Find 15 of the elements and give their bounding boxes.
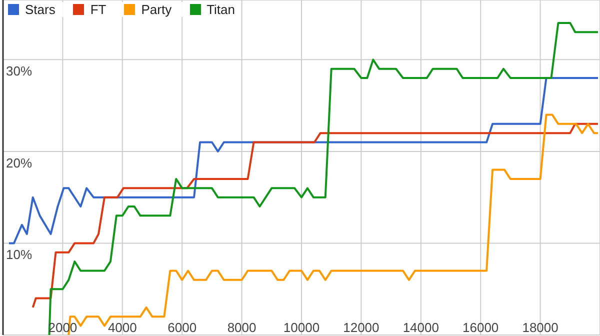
legend-label: Stars	[25, 2, 56, 17]
x-tick-label: 16000	[462, 320, 499, 335]
x-tick-label: 12000	[343, 320, 380, 335]
legend-label: Titan	[206, 2, 235, 17]
x-tick-label: 8000	[227, 320, 256, 335]
x-tick-label: 14000	[402, 320, 439, 335]
y-tick-label: 20%	[6, 155, 32, 170]
x-tick-label: 4000	[108, 320, 137, 335]
y-tick-label: 30%	[6, 64, 32, 79]
x-tick-label: 6000	[168, 320, 197, 335]
y-tick-label: 10%	[6, 247, 32, 262]
x-tick-label: 18000	[522, 320, 558, 335]
legend-label: Party	[141, 2, 172, 17]
legend-label: FT	[90, 2, 106, 17]
x-tick-label: 10000	[283, 320, 320, 335]
